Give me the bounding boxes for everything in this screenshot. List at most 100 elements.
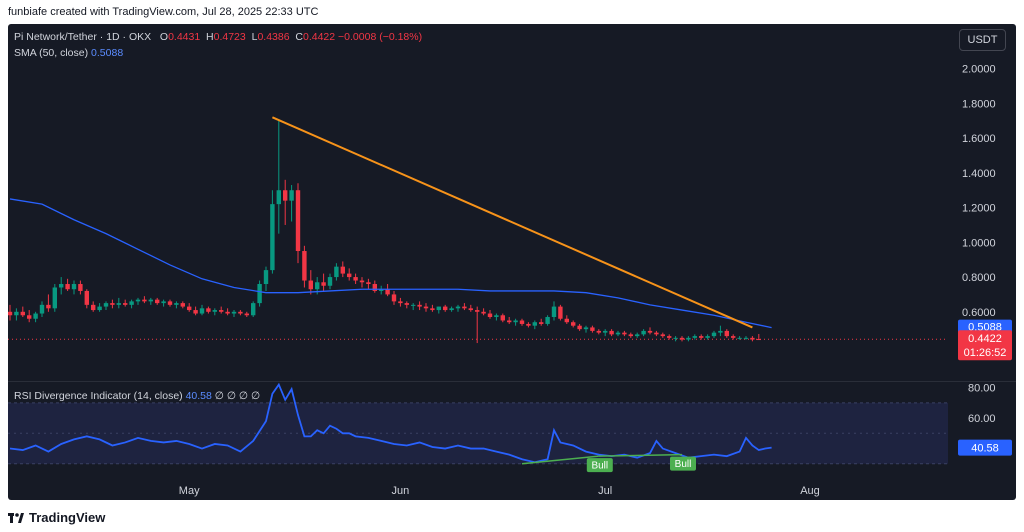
tradingview-logo-icon <box>8 512 24 523</box>
candle-body <box>225 311 230 314</box>
rsi-value: 40.58 <box>185 390 212 402</box>
candle-body <box>59 284 64 288</box>
price-tick-label: 1.0000 <box>962 237 996 249</box>
candle-body <box>692 336 697 338</box>
price-tick-label: 1.2000 <box>962 203 996 215</box>
candle-body <box>167 301 173 305</box>
candle-body <box>718 330 723 333</box>
low-label: L <box>251 31 258 43</box>
sma-legend[interactable]: SMA (50, close) 0.5088 <box>14 47 123 59</box>
x-tick-label: Jun <box>392 485 410 497</box>
candle-body <box>174 303 179 305</box>
candle-body <box>654 332 659 335</box>
candle-body <box>731 336 736 338</box>
candle-body <box>756 339 761 341</box>
candle-body <box>404 303 409 305</box>
price-tick-label: 1.6000 <box>962 133 996 145</box>
rsi-tick-label: 80.00 <box>968 383 996 395</box>
countdown-label: 01:26:52 <box>964 347 1007 359</box>
candle-body <box>737 337 742 339</box>
change-value: −0.0008 (−0.18%) <box>338 31 423 43</box>
candle-body <box>564 318 569 323</box>
symbol-label[interactable]: Pi Network/Tether · 1D · OKX <box>14 31 152 43</box>
candle-body <box>65 284 70 290</box>
high-label: H <box>206 31 214 43</box>
candle-body <box>321 282 326 286</box>
candle-body <box>673 337 678 339</box>
pane-divider[interactable] <box>8 381 1016 382</box>
candle-body <box>711 332 717 337</box>
candle-body <box>142 299 147 302</box>
chart-frame[interactable]: 0.6000 0.8000 1.0000 1.2000 1.4000 1.6000 1.80… <box>8 24 1016 500</box>
currency-button[interactable]: USDT <box>959 29 1006 51</box>
candle-body <box>289 190 294 201</box>
low-value: 0.4386 <box>257 31 290 43</box>
candle-body <box>487 313 493 318</box>
candle-body <box>430 308 435 311</box>
candle-body <box>212 310 217 312</box>
candle-body <box>327 277 333 286</box>
candle-body <box>347 273 352 278</box>
rsi-extra-values: ∅ ∅ ∅ ∅ <box>214 390 261 402</box>
last-price-badge: 0.4422 <box>968 333 1002 345</box>
candle-body <box>462 306 467 309</box>
footer-brand: TradingView <box>8 510 105 525</box>
candle-body <box>596 330 601 333</box>
sma-price-badge-bg <box>958 319 1012 334</box>
candle-body <box>468 308 473 311</box>
rsi-legend[interactable]: RSI Divergence Indicator (14, close) 40.… <box>14 390 260 402</box>
candle-body <box>436 306 441 311</box>
sma-label: SMA (50, close) <box>14 47 89 59</box>
bull-label: Bull <box>591 461 608 472</box>
price-tick-label: 1.4000 <box>962 168 996 180</box>
candle-body <box>699 336 704 338</box>
candle-body <box>97 306 102 311</box>
candle-body <box>123 303 128 305</box>
candle-body <box>724 330 729 337</box>
sma-value: 0.5088 <box>91 47 124 59</box>
candle-body <box>219 310 224 312</box>
candle-body <box>39 304 45 314</box>
price-tick-label: 0.6000 <box>962 307 996 319</box>
bull-badge <box>586 458 613 473</box>
candle-body <box>257 284 262 304</box>
candle-body <box>583 327 589 330</box>
rsi-label: RSI Divergence Indicator (14, close) <box>14 390 183 402</box>
candle-body <box>135 299 141 302</box>
candle-body <box>545 317 550 324</box>
candle-body <box>391 294 397 302</box>
candle-body <box>455 306 461 309</box>
candle-body <box>532 322 537 326</box>
candle-body <box>14 311 19 316</box>
candle-body <box>647 330 653 333</box>
candle-body <box>417 304 422 307</box>
candle-body <box>206 308 211 312</box>
close-label: C <box>295 31 303 43</box>
candle-body <box>705 336 710 338</box>
candle-body <box>315 282 320 290</box>
chart-canvas[interactable]: 0.6000 0.8000 1.0000 1.2000 1.4000 1.6000 1.80… <box>8 24 1016 500</box>
candle-body <box>423 306 429 309</box>
candle-body <box>193 310 198 314</box>
candle-body <box>603 330 608 333</box>
candle-body <box>20 311 25 316</box>
rsi-value-badge: 40.58 <box>971 443 999 455</box>
candle-body <box>91 304 96 311</box>
candle-body <box>116 303 121 305</box>
bull-divergence-line <box>521 455 599 465</box>
candle-body <box>302 251 307 281</box>
candle-body <box>577 325 582 330</box>
candle-body <box>539 322 544 324</box>
bull-label: Bull <box>675 459 692 470</box>
candle-body <box>283 190 288 201</box>
price-legend: Pi Network/Tether · 1D · OKX O0.4431 H0.… <box>14 31 422 43</box>
rsi-tick-label: 60.00 <box>968 413 996 425</box>
candle-body <box>590 327 595 331</box>
rsi-value-badge-bg <box>958 439 1012 456</box>
x-tick-label: Jul <box>598 485 612 497</box>
candle-body <box>340 266 345 274</box>
candle-body <box>187 306 192 311</box>
candle-body <box>551 306 557 318</box>
close-value: 0.4422 <box>303 31 336 43</box>
candle-body <box>129 301 134 305</box>
